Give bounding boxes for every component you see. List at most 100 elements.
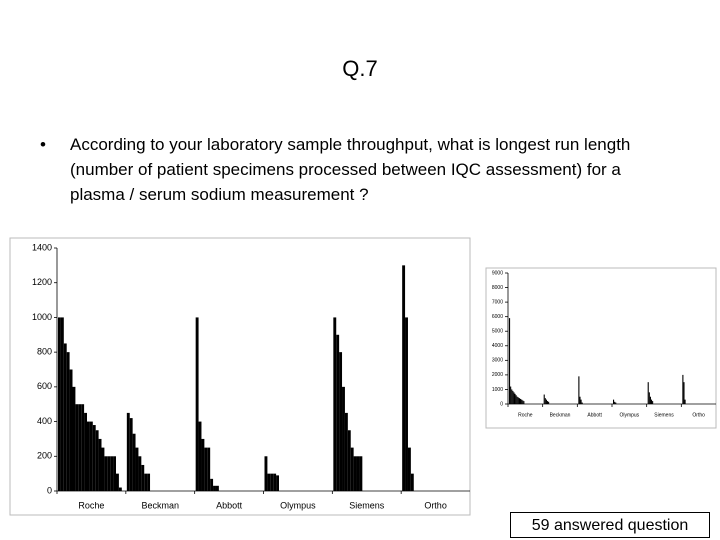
bar [517,397,519,404]
bar [336,334,340,491]
y-tick-label: 4000 [492,343,503,349]
bar [509,318,511,404]
bar [523,401,525,404]
bar [579,396,581,404]
x-tick-label: Siemens [349,500,385,510]
bar [270,473,274,491]
bar [204,447,208,491]
bar [144,473,148,491]
bar [60,317,64,491]
bar [647,382,649,404]
bar [101,447,105,491]
bar [514,393,516,404]
bar [75,404,79,491]
bar [402,265,406,491]
x-tick-label: Roche [518,412,533,418]
bar [201,438,205,491]
bar [84,412,87,491]
answered-count: 59 answered question [510,512,710,538]
bar [198,421,202,491]
bar [580,399,582,404]
bar [66,352,70,491]
y-tick-label: 1000 [492,387,503,393]
bar [98,438,102,491]
y-tick-label: 0 [47,485,52,495]
bullet-marker: • [40,135,46,154]
y-tick-label: 2000 [492,372,503,378]
bar [521,399,523,404]
bar [544,398,546,404]
bar [683,382,685,404]
bar [107,456,111,491]
y-tick-label: 8000 [492,285,503,291]
chart-frame [9,237,471,516]
bar [350,447,354,491]
chart-frame [485,267,717,429]
bar [581,402,583,404]
bar [87,421,90,491]
bar [72,386,76,491]
bar [138,456,142,491]
y-tick-label: 200 [37,451,52,461]
bar [518,398,520,404]
bar [195,317,199,491]
bar [648,392,650,404]
x-tick-label: Roche [78,500,104,510]
bar [650,399,653,404]
bar [510,386,512,404]
y-tick-label: 6000 [492,314,503,320]
bar [141,464,145,491]
x-tick-label: Beckman [141,500,179,510]
x-tick-label: Beckman [550,412,571,418]
y-tick-label: 800 [37,347,52,357]
bar [333,317,337,491]
bar [684,399,686,404]
bar [126,412,130,491]
bar [649,396,651,404]
y-tick-label: 5000 [492,329,503,335]
bar [522,400,524,404]
bar [410,473,414,491]
bar [578,376,580,404]
x-tick-label: Siemens [654,412,674,418]
y-tick-label: 1400 [32,242,52,252]
bar [78,404,82,491]
bar [545,399,547,404]
bar [118,487,122,491]
bar [548,401,550,404]
bar [92,425,96,491]
bar [511,389,513,404]
bar [614,401,616,404]
bar [615,402,617,404]
x-tick-label: Abbott [216,500,243,510]
bar [215,485,219,491]
bar [132,433,136,491]
bar [267,473,271,491]
bar [129,418,133,491]
y-tick-label: 600 [37,381,52,391]
x-tick-label: Abbott [587,412,602,418]
y-tick-label: 9000 [492,270,503,276]
bar [89,421,93,491]
y-tick-label: 0 [500,401,503,407]
y-tick-label: 1000 [32,312,52,322]
bar [110,456,114,491]
x-tick-label: Ortho [692,412,705,418]
bar [58,317,61,491]
bar [95,430,99,491]
bar [682,374,684,404]
x-tick-label: Ortho [424,500,447,510]
bar [344,412,348,491]
bar [210,478,214,491]
y-tick-label: 7000 [492,299,503,305]
bar [513,392,515,404]
bar [543,394,545,404]
bar [520,398,522,404]
question-text: According to your laboratory sample thro… [70,135,631,204]
bar [353,456,357,491]
bar [359,456,363,491]
bar [652,401,654,404]
bar [135,447,139,491]
